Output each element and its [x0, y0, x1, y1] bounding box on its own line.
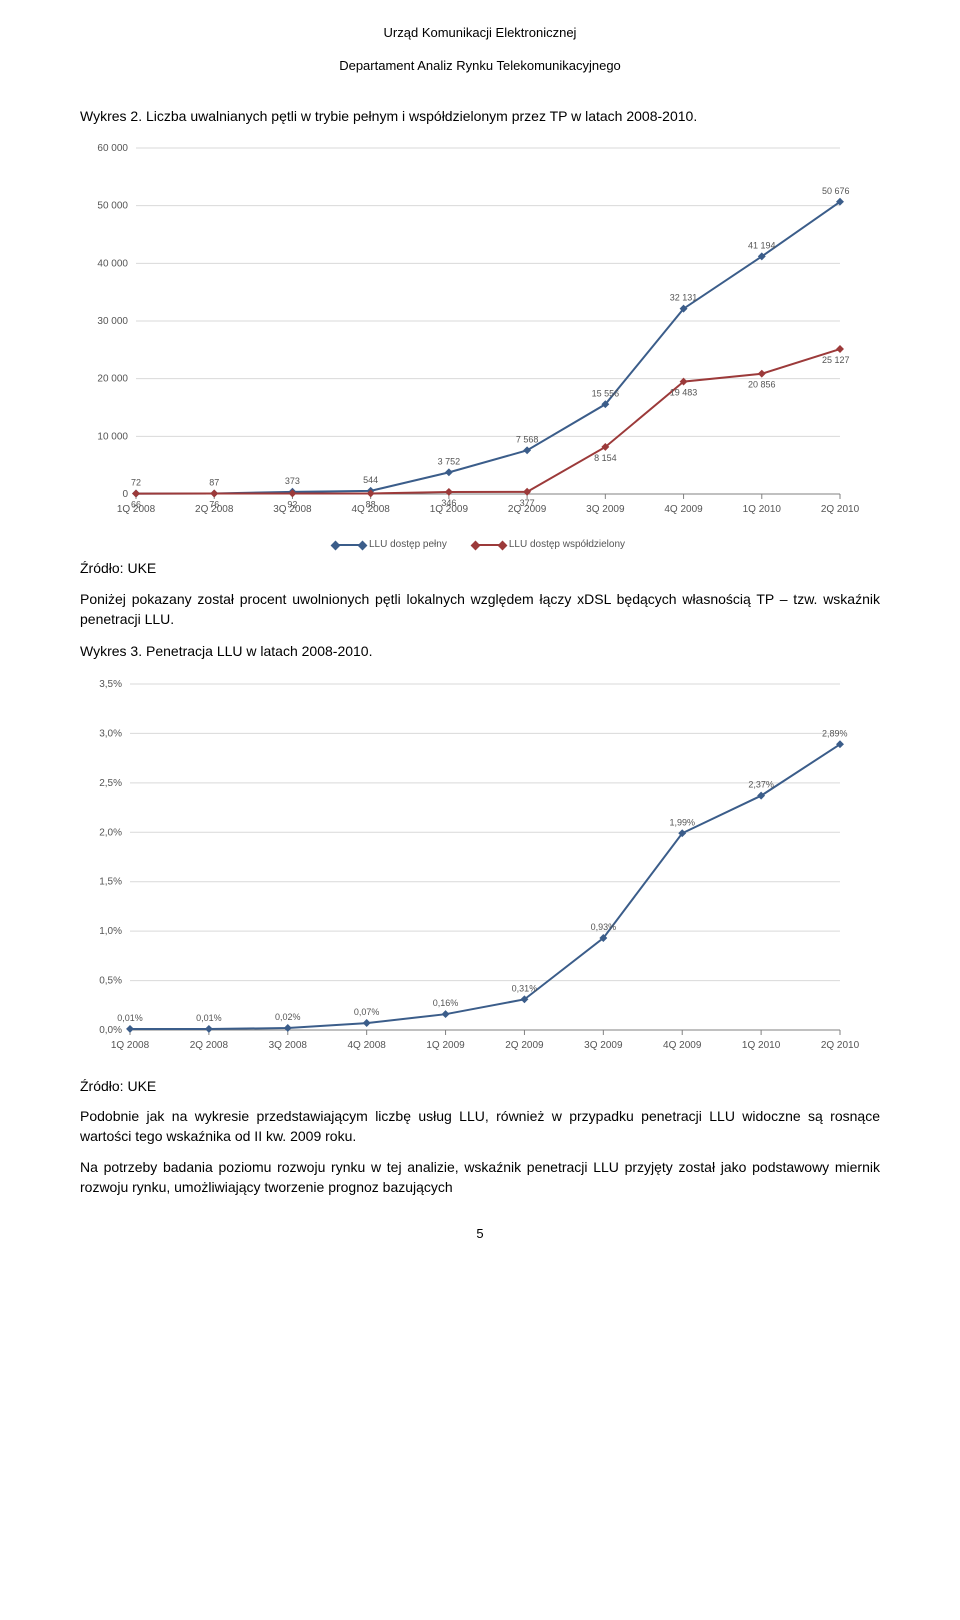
svg-text:0,5%: 0,5%	[99, 975, 122, 986]
svg-text:0,01%: 0,01%	[196, 1013, 222, 1023]
svg-text:50 676: 50 676	[822, 186, 850, 196]
svg-text:1,5%: 1,5%	[99, 876, 122, 887]
header-office: Urząd Komunikacji Elektronicznej	[80, 24, 880, 43]
svg-text:373: 373	[285, 476, 300, 486]
svg-text:2,37%: 2,37%	[748, 779, 774, 789]
svg-text:0,0%: 0,0%	[99, 1025, 122, 1036]
svg-text:4Q 2008: 4Q 2008	[347, 1040, 386, 1051]
svg-text:10 000: 10 000	[97, 431, 128, 442]
svg-text:4Q 2009: 4Q 2009	[664, 504, 703, 515]
header-department: Departament Analiz Rynku Telekomunikacyj…	[80, 57, 880, 76]
svg-text:1Q 2008: 1Q 2008	[111, 1040, 150, 1051]
svg-text:2,89%: 2,89%	[822, 728, 848, 738]
svg-text:25 127: 25 127	[822, 355, 850, 365]
svg-text:0,31%: 0,31%	[512, 983, 538, 993]
chart1-caption: Wykres 2. Liczba uwalnianych pętli w try…	[80, 106, 880, 126]
svg-text:92: 92	[287, 499, 297, 509]
svg-text:0,01%: 0,01%	[117, 1013, 143, 1023]
svg-text:2Q 2010: 2Q 2010	[821, 1040, 860, 1051]
paragraph-1: Poniżej pokazany został procent uwolnion…	[80, 589, 880, 630]
legend-label-1: LLU dostęp pełny	[369, 538, 447, 553]
svg-text:66: 66	[131, 500, 141, 510]
svg-text:40 000: 40 000	[97, 258, 128, 269]
svg-text:0,07%: 0,07%	[354, 1007, 380, 1017]
svg-text:3Q 2009: 3Q 2009	[586, 504, 625, 515]
svg-text:3,5%: 3,5%	[99, 679, 122, 690]
svg-text:3 752: 3 752	[438, 456, 461, 466]
document-header: Urząd Komunikacji Elektronicznej Departa…	[80, 24, 880, 76]
svg-text:72: 72	[131, 478, 141, 488]
legend-item-2: LLU dostęp współdzielony	[475, 538, 625, 553]
svg-text:0: 0	[122, 489, 128, 500]
svg-text:2,5%: 2,5%	[99, 778, 122, 789]
chart2-svg: 0,0% 0,5% 1,0% 1,5% 2,0% 2,5% 3,0% 3,5% 1Q 2008 2…	[80, 670, 870, 1070]
svg-text:87: 87	[209, 477, 219, 487]
chart1-legend: LLU dostęp pełny LLU dostęp współdzielon…	[80, 538, 880, 553]
svg-text:2Q 2010: 2Q 2010	[821, 504, 860, 515]
svg-text:1Q 2010: 1Q 2010	[742, 1040, 781, 1051]
svg-text:4Q 2009: 4Q 2009	[663, 1040, 702, 1051]
svg-text:20 856: 20 856	[748, 380, 776, 390]
chart1-svg: 0 10 000 20 000 30 000 40 000 50 000 60 000 1Q …	[80, 134, 870, 534]
svg-text:2Q 2008: 2Q 2008	[190, 1040, 229, 1051]
svg-text:346: 346	[441, 498, 456, 508]
svg-text:3Q 2009: 3Q 2009	[584, 1040, 623, 1051]
svg-text:1,0%: 1,0%	[99, 926, 122, 937]
svg-text:76: 76	[209, 500, 219, 510]
svg-text:50 000: 50 000	[97, 201, 128, 212]
legend-label-2: LLU dostęp współdzielony	[509, 538, 625, 553]
svg-text:20 000: 20 000	[97, 374, 128, 385]
svg-text:0,16%: 0,16%	[433, 998, 459, 1008]
chart2-caption: Wykres 3. Penetracja LLU w latach 2008-2…	[80, 641, 880, 661]
svg-text:88: 88	[366, 499, 376, 509]
legend-item-1: LLU dostęp pełny	[335, 538, 447, 553]
svg-text:2,0%: 2,0%	[99, 827, 122, 838]
legend-swatch-1	[335, 544, 363, 546]
svg-text:15 556: 15 556	[592, 388, 620, 398]
legend-swatch-2	[475, 544, 503, 546]
svg-text:32 131: 32 131	[670, 293, 698, 303]
paragraph-3: Na potrzeby badania poziomu rozwoju rynk…	[80, 1157, 880, 1198]
chart2-source: Źródło: UKE	[80, 1076, 880, 1096]
svg-text:1Q 2010: 1Q 2010	[743, 504, 782, 515]
paragraph-2: Podobnie jak na wykresie przedstawiający…	[80, 1106, 880, 1147]
chart1: 0 10 000 20 000 30 000 40 000 50 000 60 000 1Q …	[80, 134, 880, 553]
svg-text:3Q 2008: 3Q 2008	[269, 1040, 308, 1051]
svg-text:19 483: 19 483	[670, 388, 698, 398]
chart1-source: Źródło: UKE	[80, 558, 880, 578]
svg-text:0,93%: 0,93%	[591, 922, 617, 932]
svg-text:377: 377	[520, 498, 535, 508]
svg-text:60 000: 60 000	[97, 143, 128, 154]
svg-text:7 568: 7 568	[516, 434, 539, 444]
svg-text:0,02%: 0,02%	[275, 1012, 301, 1022]
svg-text:41 194: 41 194	[748, 240, 776, 250]
page-number: 5	[80, 1225, 880, 1244]
svg-text:8 154: 8 154	[594, 453, 617, 463]
svg-text:1,99%: 1,99%	[669, 817, 695, 827]
chart2: 0,0% 0,5% 1,0% 1,5% 2,0% 2,5% 3,0% 3,5% 1Q 2008 2…	[80, 670, 880, 1070]
svg-text:1Q 2009: 1Q 2009	[426, 1040, 465, 1051]
svg-text:30 000: 30 000	[97, 316, 128, 327]
svg-text:2Q 2009: 2Q 2009	[505, 1040, 544, 1051]
svg-text:544: 544	[363, 475, 378, 485]
svg-text:3,0%: 3,0%	[99, 728, 122, 739]
